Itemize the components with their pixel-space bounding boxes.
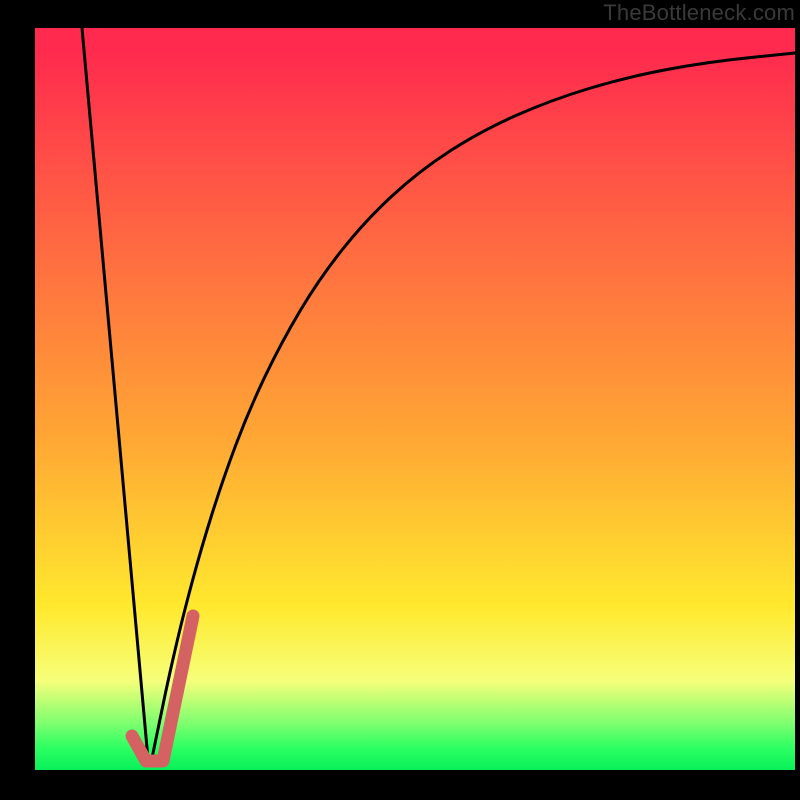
watermark-text: TheBottleneck.com xyxy=(603,0,795,26)
chart-container: TheBottleneck.com xyxy=(0,0,800,800)
left-descent-line xyxy=(82,28,148,759)
right-growth-curve xyxy=(151,53,795,763)
curve-overlay xyxy=(35,28,795,770)
